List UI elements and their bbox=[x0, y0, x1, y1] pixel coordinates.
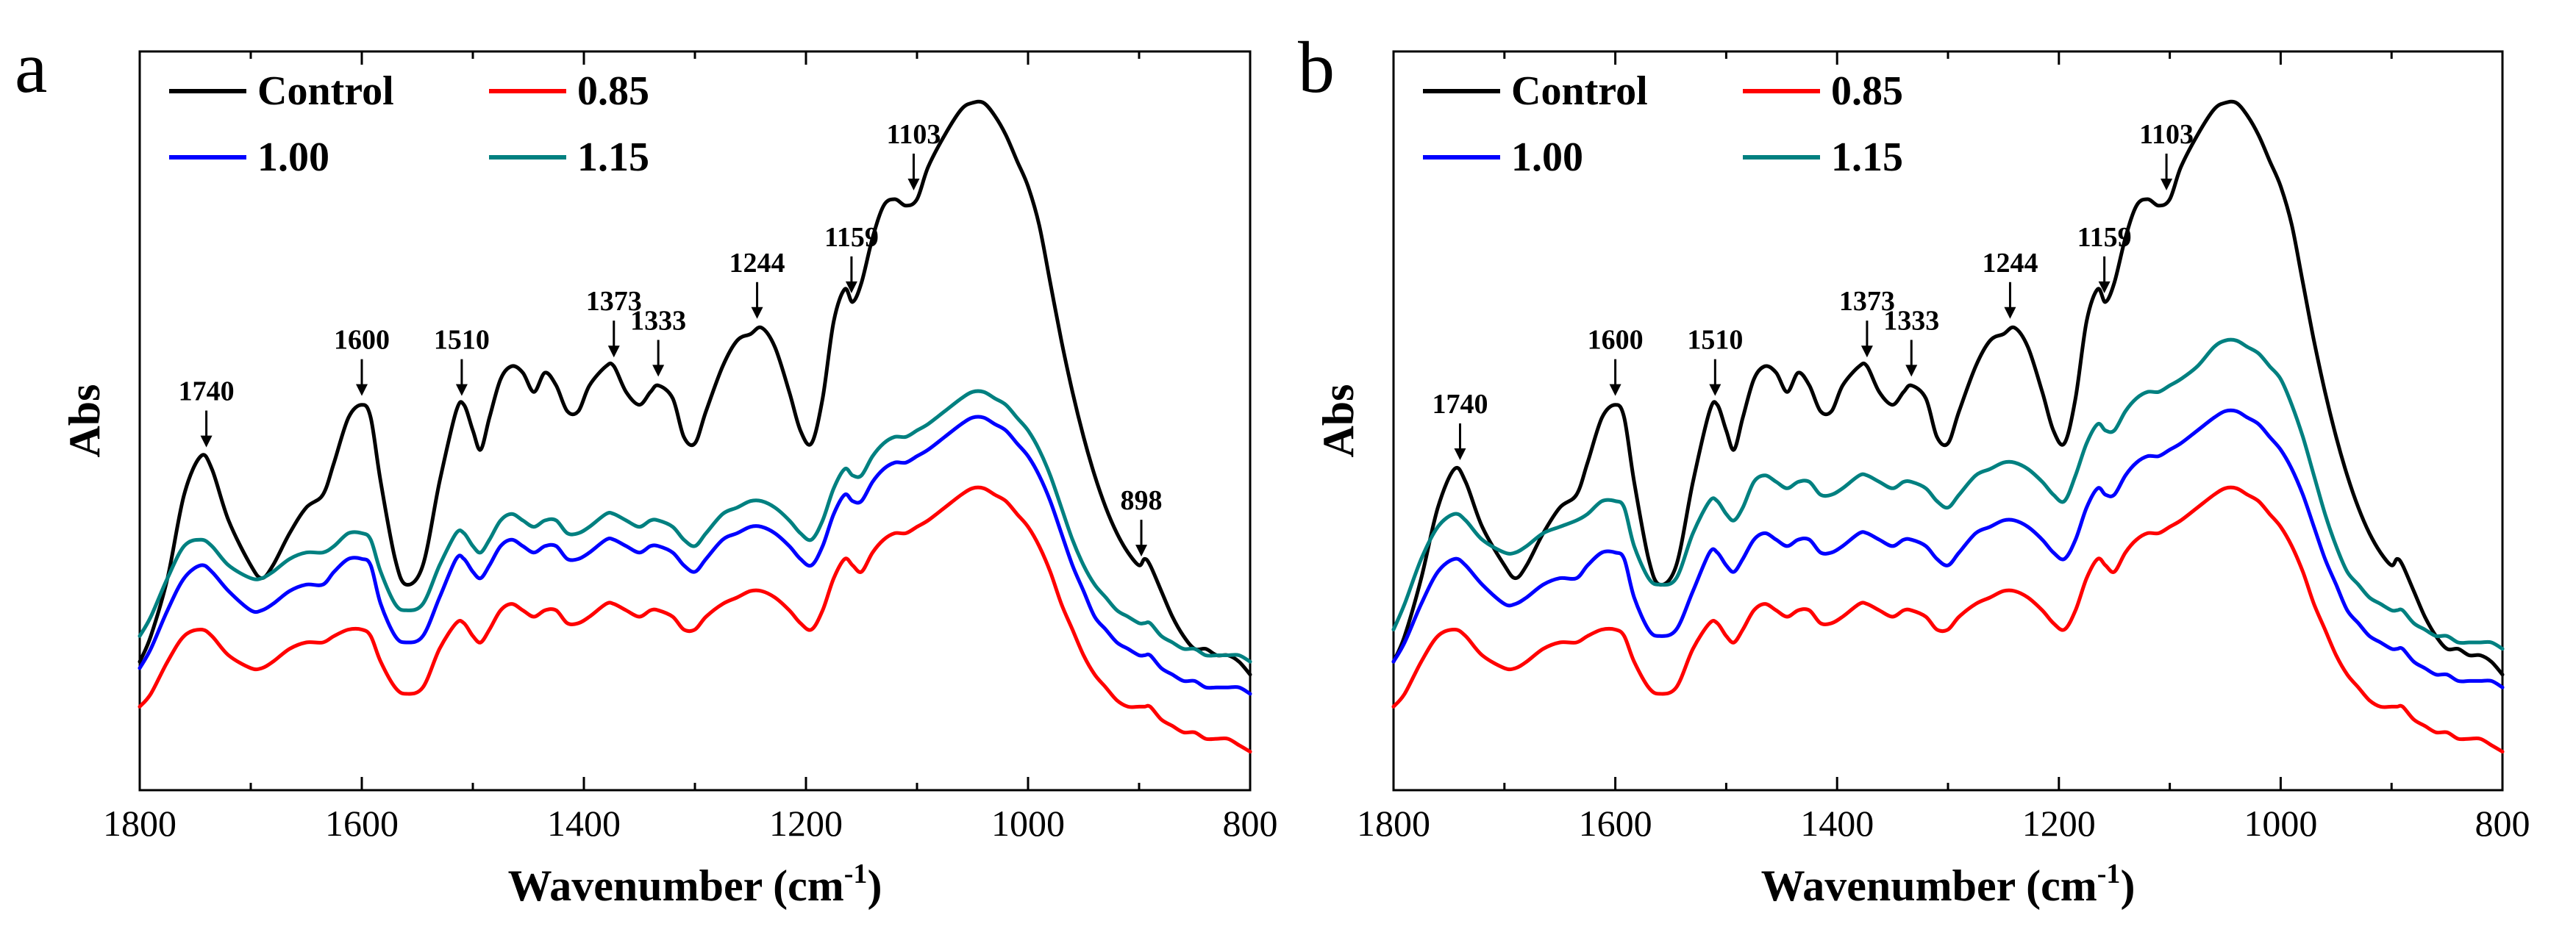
series-line-0-85 bbox=[138, 485, 1252, 754]
peak-arrow-head bbox=[607, 345, 620, 358]
peak-label: 898 bbox=[1121, 485, 1163, 516]
peak-arrow-head bbox=[1135, 545, 1148, 557]
x-tick-label: 800 bbox=[2475, 803, 2530, 844]
peak-label: 1333 bbox=[1883, 305, 1939, 336]
peak-arrow-head bbox=[907, 179, 920, 190]
peak-label: 1103 bbox=[887, 119, 941, 150]
x-tick-label: 800 bbox=[1223, 803, 1278, 844]
peak-label: 1333 bbox=[630, 305, 686, 336]
peak-label: 1740 bbox=[1432, 389, 1488, 420]
peak-arrow-head bbox=[1454, 448, 1466, 461]
panel-letter: a bbox=[15, 26, 47, 108]
series-line-1-15 bbox=[1391, 337, 2505, 651]
peak-arrow-head bbox=[356, 384, 368, 396]
panel-a: a 1800 1600 1400 1200 1000 800 Wavenumber (cm-1… bbox=[15, 26, 1278, 910]
peak-label: 1244 bbox=[1982, 248, 2038, 279]
legend-label: 1.00 bbox=[257, 135, 329, 180]
x-axis-unit: cm bbox=[2041, 861, 2097, 910]
y-axis-title: Abs bbox=[60, 384, 109, 457]
peak-arrow-head bbox=[1860, 345, 1873, 358]
series-line-control bbox=[138, 99, 1252, 677]
panel-b: b 1800 1600 1400 1200 1000 800 Wavenumber (cm-1… bbox=[1298, 26, 2530, 910]
x-tick-label: 1400 bbox=[1800, 803, 1874, 844]
x-axis-title-close: ) bbox=[2120, 861, 2135, 910]
x-axis-title: Wavenumber (cm-1) bbox=[1761, 859, 2136, 910]
series-line-control bbox=[1391, 99, 2505, 677]
series-line-0-85 bbox=[1391, 485, 2505, 754]
x-tick-label: 1800 bbox=[103, 803, 176, 844]
x-tick-label: 1800 bbox=[1357, 803, 1430, 844]
peak-label: 1373 bbox=[1839, 286, 1895, 317]
x-tick-label: 1400 bbox=[547, 803, 621, 844]
peak-label: 1600 bbox=[1588, 325, 1644, 356]
peak-arrow-head bbox=[200, 435, 213, 448]
panel-letter: b bbox=[1298, 26, 1335, 108]
legend-label: 1.00 bbox=[1511, 135, 1583, 180]
series-line-1-15 bbox=[138, 389, 1252, 664]
legend-label: 1.15 bbox=[1831, 135, 1903, 180]
x-axis-title-close: ) bbox=[867, 861, 882, 910]
y-axis-title: Abs bbox=[1314, 384, 1363, 457]
x-tick-label: 1600 bbox=[325, 803, 399, 844]
legend-label: 0.85 bbox=[577, 68, 649, 114]
peak-label: 1244 bbox=[729, 248, 785, 279]
x-tick-label: 1000 bbox=[991, 803, 1065, 844]
x-axis-title: Wavenumber (cm-1) bbox=[508, 859, 882, 910]
series-line-1-00 bbox=[138, 415, 1252, 696]
peak-arrow-head bbox=[455, 384, 468, 396]
peak-arrow-head bbox=[2098, 281, 2111, 293]
legend-label: 1.15 bbox=[577, 135, 649, 180]
legend-label: Control bbox=[1511, 68, 1648, 114]
peak-arrow-head bbox=[652, 365, 665, 377]
x-axis-unit-exponent: -1 bbox=[2097, 859, 2121, 889]
peak-label: 1510 bbox=[434, 325, 490, 356]
x-tick-label: 1200 bbox=[2022, 803, 2096, 844]
legend-label: 0.85 bbox=[1831, 68, 1903, 114]
legend-label: Control bbox=[257, 68, 394, 114]
x-tick-label: 1000 bbox=[2244, 803, 2317, 844]
series-line-1-00 bbox=[1391, 408, 2505, 689]
peak-label: 1740 bbox=[179, 376, 235, 407]
peak-arrow-head bbox=[845, 281, 857, 293]
peak-arrow-head bbox=[2161, 179, 2173, 190]
x-axis-title-text: Wavenumber ( bbox=[508, 861, 788, 910]
peak-arrow-head bbox=[751, 307, 763, 319]
peak-arrow-head bbox=[2004, 307, 2016, 319]
peak-arrow-head bbox=[1905, 365, 1918, 377]
peak-arrow-head bbox=[1609, 384, 1621, 396]
peak-label: 1373 bbox=[586, 286, 642, 317]
x-axis-unit-exponent: -1 bbox=[844, 859, 868, 889]
peak-label: 1159 bbox=[2077, 222, 2132, 253]
peak-arrow-head bbox=[1709, 384, 1722, 396]
peak-label: 1103 bbox=[2139, 119, 2194, 150]
x-tick-label: 1600 bbox=[1579, 803, 1652, 844]
peak-label: 1510 bbox=[1687, 325, 1743, 356]
x-tick-label: 1200 bbox=[769, 803, 843, 844]
x-axis-unit: cm bbox=[788, 861, 844, 910]
x-axis-title-text: Wavenumber ( bbox=[1761, 861, 2041, 910]
peak-label: 1159 bbox=[824, 222, 879, 253]
peak-label: 1600 bbox=[334, 325, 390, 356]
